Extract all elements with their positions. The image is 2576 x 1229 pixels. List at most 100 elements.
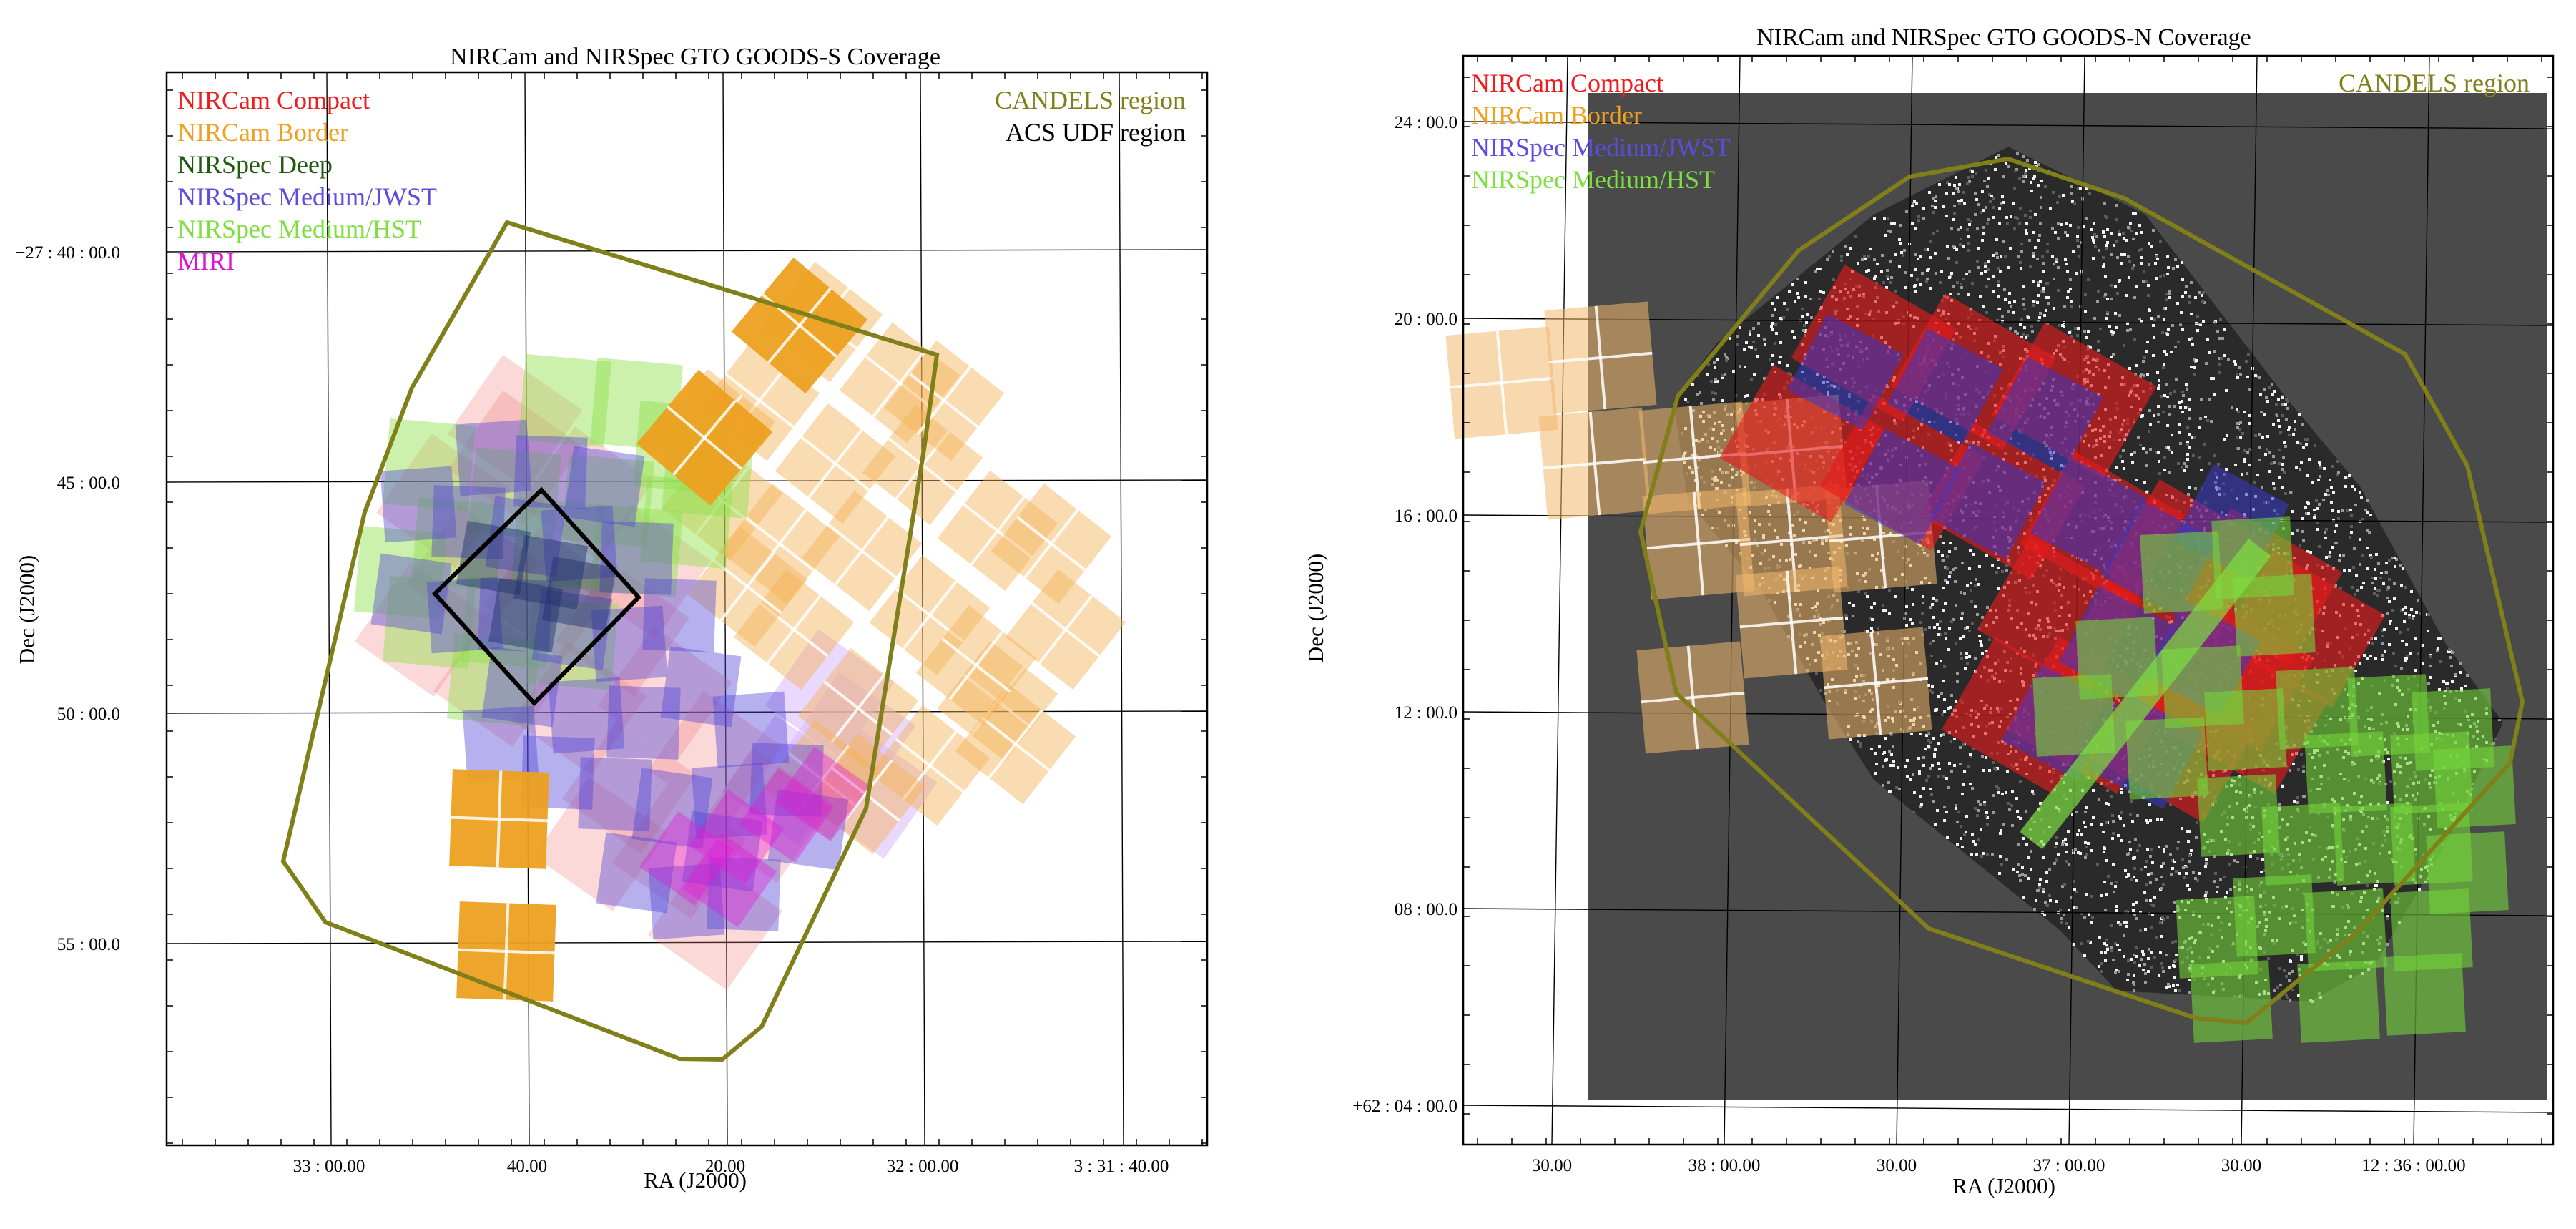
noise-pixel (2366, 499, 2369, 502)
noise-pixel (1887, 278, 1889, 280)
noise-pixel (2266, 400, 2269, 403)
noise-pixel (1960, 617, 1963, 620)
goods-s-legend-acs-udf: ACS UDF region (1006, 118, 1186, 147)
noise-pixel (2084, 310, 2087, 313)
noise-pixel (2279, 431, 2282, 434)
noise-pixel (2066, 234, 2069, 237)
noise-pixel (2132, 212, 2135, 215)
noise-pixel (1894, 290, 1897, 293)
noise-pixel (1963, 592, 1966, 595)
noise-pixel (2013, 300, 2016, 303)
noise-pixel (2041, 255, 2044, 258)
noise-pixel (2112, 832, 2115, 835)
noise-pixel (2090, 895, 2093, 898)
noise-pixel (2168, 413, 2171, 416)
noise-pixel (2037, 163, 2040, 166)
noise-pixel (2291, 970, 2294, 973)
noise-pixel (2315, 499, 2318, 502)
noise-pixel (1961, 846, 1964, 848)
noise-pixel (2044, 901, 2047, 904)
noise-pixel (1972, 553, 1975, 556)
noise-pixel (2454, 673, 2457, 676)
noise-pixel (2272, 455, 2275, 458)
nirspec-medium-jwst-footprint (426, 577, 503, 654)
noise-pixel (2029, 265, 2032, 268)
noise-pixel (2145, 451, 2148, 454)
noise-pixel (1953, 764, 1956, 767)
noise-pixel (2133, 338, 2136, 341)
noise-pixel (1929, 256, 1932, 259)
noise-pixel (2224, 896, 2227, 899)
noise-pixel (1957, 293, 1960, 295)
noise-pixel (2186, 426, 2189, 429)
noise-pixel (2079, 305, 2082, 308)
noise-pixel (2022, 285, 2025, 288)
noise-pixel (2066, 270, 2069, 273)
noise-pixel (2331, 509, 2334, 512)
noise-pixel (1883, 217, 1886, 220)
noise-pixel (1992, 254, 1995, 257)
noise-pixel (2202, 320, 2205, 323)
noise-pixel (2088, 187, 2090, 190)
noise-pixel (2128, 841, 2131, 843)
noise-pixel (1971, 170, 1974, 173)
noise-pixel (2155, 936, 2158, 939)
noise-pixel (1976, 227, 1979, 230)
noise-pixel (2351, 586, 2354, 589)
noise-pixel (2174, 959, 2177, 961)
noise-pixel (1828, 255, 1831, 258)
noise-pixel (2293, 800, 2296, 803)
goods-s-x-tick-label: 20.00 (705, 1157, 745, 1176)
noise-pixel (1979, 640, 1982, 642)
noise-pixel (2034, 161, 2037, 164)
noise-pixel (2270, 462, 2273, 465)
noise-pixel (1926, 269, 1929, 272)
noise-pixel (1776, 296, 1779, 299)
noise-pixel (1875, 763, 1878, 765)
noise-pixel (2427, 682, 2430, 685)
noise-pixel (2006, 770, 2009, 773)
noise-pixel (2155, 277, 2158, 280)
noise-pixel (2143, 891, 2146, 894)
noise-pixel (1961, 562, 1964, 564)
noise-pixel (1989, 200, 1992, 203)
noise-pixel (2142, 360, 2145, 363)
noise-pixel (1930, 793, 1933, 796)
noise-pixel (1922, 764, 1925, 767)
noise-pixel (2135, 946, 2138, 949)
noise-pixel (2146, 821, 2149, 824)
noise-pixel (2002, 175, 2005, 178)
noise-pixel (2196, 315, 2199, 318)
noise-pixel (2122, 449, 2125, 452)
noise-pixel (2008, 292, 2011, 295)
noise-pixel (2085, 853, 2088, 856)
noise-pixel (2017, 255, 2020, 258)
noise-pixel (1959, 243, 1962, 246)
noise-pixel (1931, 603, 1934, 606)
noise-pixel (2118, 280, 2120, 283)
noise-pixel (1955, 176, 1957, 179)
noise-pixel (1912, 773, 1914, 776)
noise-pixel (2118, 970, 2120, 973)
noise-pixel (2451, 680, 2454, 683)
noise-pixel (2178, 431, 2181, 434)
noise-pixel (2316, 528, 2319, 531)
noise-pixel (1986, 222, 1989, 225)
noise-pixel (2042, 287, 2045, 290)
noise-pixel (2388, 643, 2391, 646)
noise-pixel (2020, 318, 2023, 321)
noise-pixel (2399, 631, 2402, 634)
noise-pixel (1849, 738, 1852, 741)
nirspec-medium-jwst-footprint (712, 691, 790, 768)
noise-pixel (1972, 748, 1975, 750)
noise-pixel (2297, 768, 2300, 771)
noise-pixel (1946, 836, 1949, 839)
noise-pixel (2194, 296, 2197, 299)
noise-pixel (2128, 276, 2130, 279)
nirspec-medium-hst-footprint (518, 353, 612, 448)
noise-pixel (1968, 180, 1971, 183)
noise-pixel (1987, 268, 1990, 271)
nirspec-medium-jwst-footprint (370, 553, 452, 635)
noise-pixel (2349, 536, 2351, 539)
noise-pixel (1771, 322, 1774, 325)
